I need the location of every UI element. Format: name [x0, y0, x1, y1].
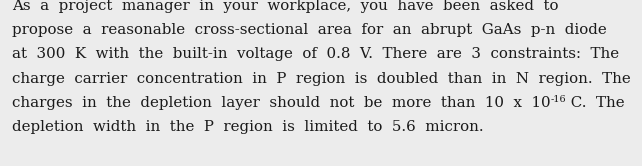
Text: C.  The: C. The	[566, 96, 625, 110]
Text: depletion  width  in  the  P  region  is  limited  to  5.6  micron.: depletion width in the P region is limit…	[12, 120, 483, 134]
Text: charges  in  the  depletion  layer  should  not  be  more  than  10  x  10: charges in the depletion layer should no…	[12, 96, 551, 110]
Text: As  a  project  manager  in  your  workplace,  you  have  been  asked  to: As a project manager in your workplace, …	[12, 0, 559, 13]
Text: -16: -16	[551, 95, 566, 104]
Text: propose  a  reasonable  cross-sectional  area  for  an  abrupt  GaAs  p-n  diode: propose a reasonable cross-sectional are…	[12, 23, 607, 37]
Text: charge  carrier  concentration  in  P  region  is  doubled  than  in  N  region.: charge carrier concentration in P region…	[12, 72, 630, 86]
Text: at  300  K  with  the  built-in  voltage  of  0.8  V.  There  are  3  constraint: at 300 K with the built-in voltage of 0.…	[12, 47, 619, 61]
